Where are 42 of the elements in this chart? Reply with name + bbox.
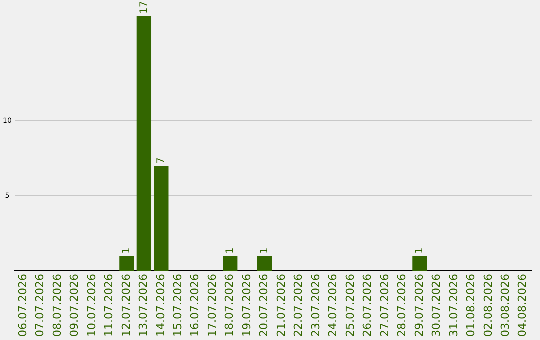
x-tick-label: 23.07.2026 (309, 274, 322, 338)
data-label: 1 (414, 248, 426, 254)
x-tick-label: 10.07.2026 (85, 274, 98, 338)
x-tick-label: 01.08.2026 (464, 274, 478, 338)
data-label: 1 (259, 248, 270, 254)
x-tick-label: 03.08.2026 (499, 274, 512, 338)
x-tick-label: 28.07.2026 (396, 274, 409, 338)
bar (120, 256, 134, 272)
x-tick-label: 11.07.2026 (102, 274, 116, 338)
x-tick-label: 09.07.2026 (68, 274, 82, 338)
x-tick-label: 26.07.2026 (361, 274, 374, 338)
x-tick-label: 13.07.2026 (137, 274, 150, 338)
x-tick-label: 31.07.2026 (447, 274, 460, 338)
x-tick-label: 21.07.2026 (274, 274, 288, 338)
x-tick-label: 12.07.2026 (120, 274, 133, 338)
bar (258, 256, 272, 272)
x-tick-label: 29.07.2026 (412, 274, 426, 338)
x-tick-label: 04.08.2026 (516, 274, 530, 338)
x-tick-label: 20.07.2026 (258, 274, 271, 338)
x-tick-label: 07.07.2026 (34, 274, 47, 338)
x-tick-label: 22.07.2026 (292, 274, 306, 338)
x-tick-label: 16.07.2026 (188, 274, 202, 338)
x-tick-label: 18.07.2026 (223, 274, 236, 338)
x-tick-label: 27.07.2026 (378, 274, 392, 338)
x-tick-label: 08.07.2026 (50, 274, 64, 338)
data-label: 7 (156, 158, 168, 164)
x-tick-label: 19.07.2026 (240, 274, 254, 338)
x-tick-label: 14.07.2026 (154, 274, 168, 338)
x-tick-label: 30.07.2026 (430, 274, 444, 338)
x-tick-label: 24.07.2026 (326, 274, 340, 338)
bar (154, 166, 169, 272)
data-label: 1 (224, 248, 236, 254)
bar (412, 256, 428, 272)
bar (223, 256, 238, 272)
data-label: 1 (122, 248, 133, 254)
x-tick-label: 06.07.2026 (16, 274, 30, 338)
x-tick-label: 02.08.2026 (482, 274, 495, 338)
x-tick-label: 15.07.2026 (172, 274, 185, 338)
x-tick-label: 17.07.2026 (206, 274, 219, 338)
bar (136, 16, 152, 272)
data-label: 17 (138, 1, 150, 14)
x-tick-label: 25.07.2026 (344, 274, 357, 338)
